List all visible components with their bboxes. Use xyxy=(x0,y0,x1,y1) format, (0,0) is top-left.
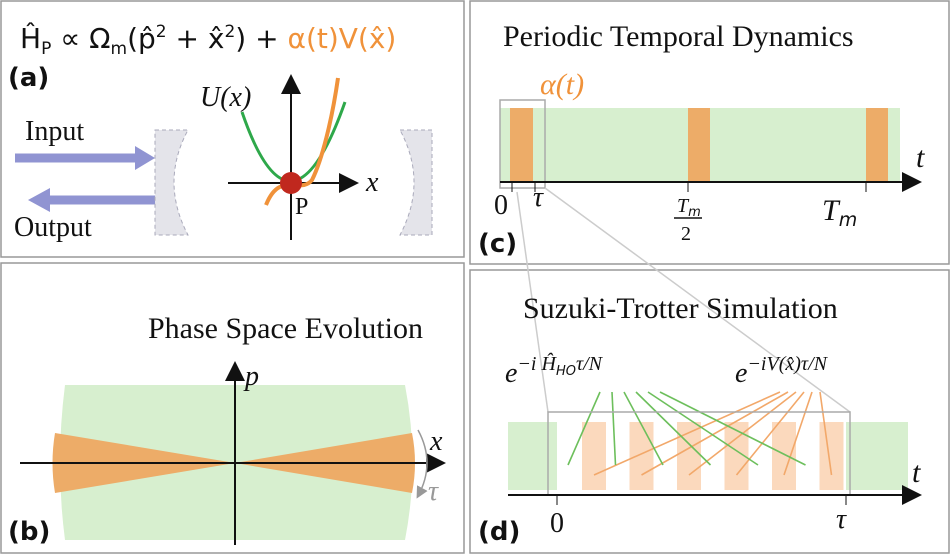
tick-label: τ xyxy=(836,504,847,535)
ho-formula: e−i ĤHOτ/N xyxy=(505,352,604,389)
panel-label: (a) xyxy=(8,63,49,93)
tick-label: Tm xyxy=(677,195,701,220)
panel-title: Suzuki-Trotter Simulation xyxy=(523,292,838,325)
v-link xyxy=(819,391,833,476)
ho-link xyxy=(623,391,664,466)
potential-step xyxy=(629,422,654,490)
pulse xyxy=(510,108,533,182)
ho-link xyxy=(635,391,712,466)
panel-label: (b) xyxy=(8,517,50,547)
tick-label: 0 xyxy=(494,190,508,221)
tick-label: Tm xyxy=(822,194,857,231)
v-link xyxy=(593,391,781,476)
mirror-left xyxy=(154,129,189,236)
input-label: Input xyxy=(25,116,84,147)
ho-link xyxy=(567,391,601,466)
x-axis-label: x xyxy=(365,167,379,198)
mirror-right xyxy=(399,129,433,236)
zoom-line xyxy=(544,187,851,413)
tick-label: 2 xyxy=(681,223,691,245)
v-link xyxy=(641,391,789,476)
potential-step xyxy=(772,422,796,490)
pulse xyxy=(866,108,888,182)
x-axis-label: x xyxy=(429,426,443,457)
t-axis-label: t xyxy=(912,456,921,489)
panel-label: (d) xyxy=(478,517,520,547)
panel-title: Phase Space Evolution xyxy=(148,312,423,345)
tick-label: 0 xyxy=(550,508,564,539)
potential-step xyxy=(582,422,606,490)
t-axis-label: t xyxy=(916,141,925,174)
zoom-box xyxy=(499,99,546,189)
point-p xyxy=(280,172,302,194)
panel-d-frame xyxy=(469,269,950,554)
panel-title: Periodic Temporal Dynamics xyxy=(503,20,854,53)
signal-label: α(t) xyxy=(540,68,584,101)
modified-potential xyxy=(264,77,340,206)
v-formula: e−iV(x̂)τ/N xyxy=(735,353,829,389)
ho-link xyxy=(611,391,617,466)
v-link xyxy=(783,391,813,476)
ho-link xyxy=(647,391,759,466)
hamiltonian-formula: ĤP ∝ Ωm(p̂2 + x̂2) + α(t)V(x̂) xyxy=(20,21,396,59)
input-arrowhead xyxy=(135,146,155,170)
p-axis-label: p xyxy=(243,361,259,392)
rotation-arrow xyxy=(416,429,428,499)
tick-label: τ xyxy=(533,182,544,213)
panel-c-frame xyxy=(469,0,950,265)
point-label: P xyxy=(295,194,308,220)
potential-label: U(x) xyxy=(200,82,251,113)
panel-label: (c) xyxy=(478,229,517,259)
zoom-line xyxy=(516,191,549,413)
panel-a-frame xyxy=(0,0,465,258)
potential-step xyxy=(819,422,844,490)
v-link xyxy=(735,391,805,476)
angle-label: τ xyxy=(428,476,439,507)
output-label: Output xyxy=(14,212,92,243)
harmonic-potential xyxy=(240,101,347,183)
pulse xyxy=(688,108,710,182)
trotter-steps xyxy=(508,391,908,490)
output-arrowhead xyxy=(28,188,50,212)
panel-b-frame xyxy=(0,262,465,554)
ho-link xyxy=(659,391,806,466)
